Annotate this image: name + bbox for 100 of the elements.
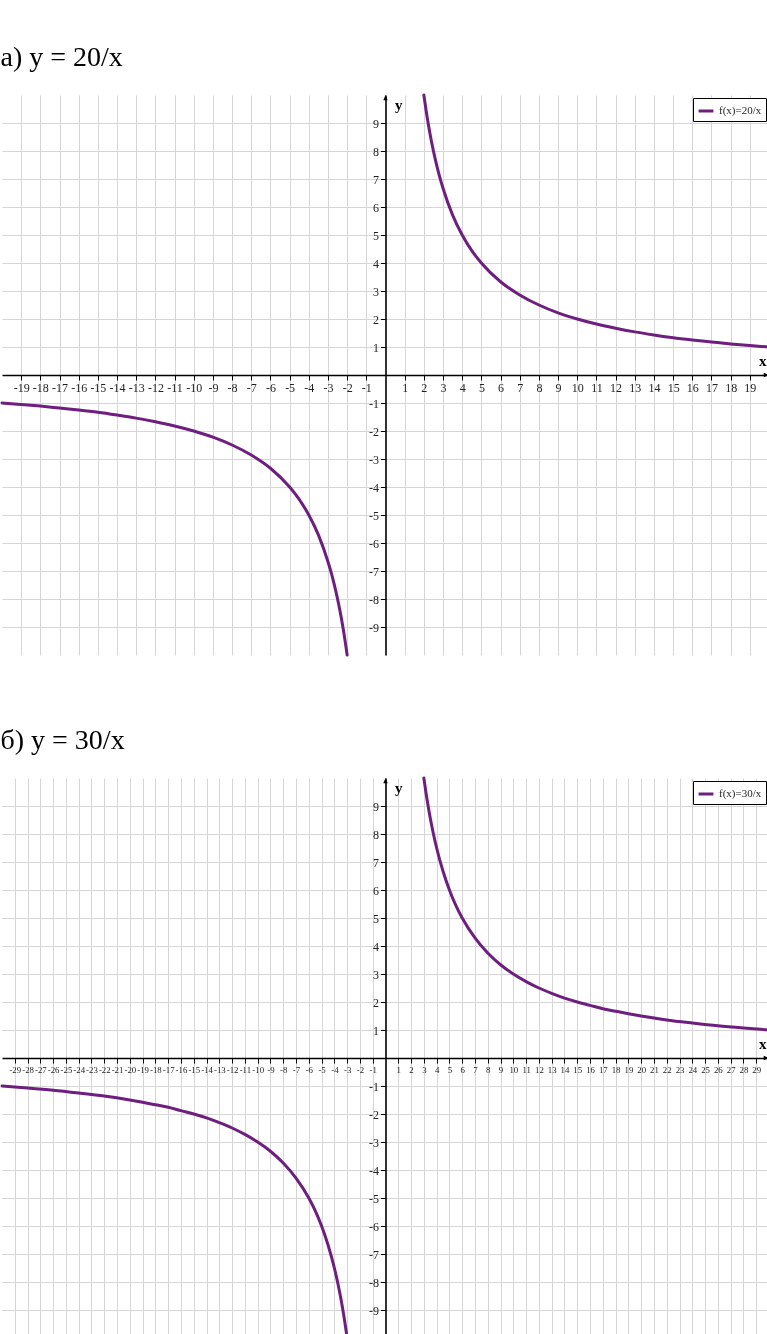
x-tick-label: 9	[498, 1064, 504, 1075]
x-tick-label: 4	[434, 1064, 440, 1075]
y-tick-label: 4	[373, 256, 379, 271]
x-tick-label: -17	[52, 380, 69, 395]
x-tick-label: 26	[713, 1064, 724, 1075]
x-tick-label: -11	[239, 1064, 252, 1075]
chart-title: а) y = 20/x	[0, 40, 123, 72]
y-tick-label: -9	[369, 620, 379, 635]
y-tick-label: 5	[373, 228, 379, 243]
x-tick-label: 24	[688, 1064, 698, 1075]
y-tick-label: 3	[373, 284, 379, 299]
x-tick-label: 2	[409, 1064, 414, 1075]
x-tick-label: 3	[440, 380, 447, 395]
legend-label: f(x)=20/x	[719, 104, 762, 117]
y-tick-label: 9	[373, 116, 379, 131]
x-axis-title: x	[759, 1035, 767, 1052]
y-tick-label: 5	[373, 911, 379, 926]
y-tick-label: -5	[369, 508, 379, 523]
x-tick-label: 19	[624, 1064, 634, 1075]
y-tick-label: -8	[369, 1275, 379, 1290]
x-tick-label: 8	[536, 380, 543, 395]
x-tick-label: 10	[509, 1064, 519, 1075]
x-tick-label: 11	[522, 1064, 531, 1075]
y-tick-label: 8	[373, 144, 379, 159]
y-axis-title: y	[395, 779, 403, 796]
x-tick-label: 17	[705, 380, 718, 395]
y-tick-label: -4	[369, 1163, 379, 1178]
x-tick-label: -14	[201, 1064, 214, 1075]
y-axis-title: y	[395, 96, 403, 113]
x-tick-label: -27	[34, 1064, 48, 1075]
x-tick-label: -16	[71, 380, 88, 395]
x-tick-label: -13	[128, 380, 145, 395]
x-tick-label: 1	[402, 380, 409, 395]
x-tick-label: -8	[280, 1064, 288, 1075]
x-tick-label: 18	[725, 380, 738, 395]
x-tick-label: 5	[478, 380, 485, 395]
x-tick-label: 16	[586, 1064, 596, 1075]
y-tick-label: -7	[369, 564, 379, 579]
x-tick-label: -19	[137, 1064, 150, 1075]
x-axis-title: x	[759, 352, 767, 369]
x-tick-label: -7	[246, 380, 257, 395]
y-tick-label: 1	[373, 1023, 379, 1038]
x-tick-label: 22	[662, 1064, 672, 1075]
y-tick-label: -4	[369, 480, 379, 495]
x-tick-label: -4	[304, 380, 315, 395]
x-tick-label: -28	[22, 1064, 35, 1075]
x-tick-label: -23	[86, 1064, 99, 1075]
x-tick-label: -15	[90, 380, 107, 395]
x-tick-label: -7	[292, 1064, 301, 1075]
y-tick-label: 7	[373, 172, 379, 187]
y-tick-label: -9	[369, 1303, 379, 1318]
x-tick-label: -26	[47, 1064, 61, 1075]
x-tick-label: 28	[739, 1064, 749, 1075]
y-tick-label: -5	[369, 1191, 379, 1206]
x-tick-label: 29	[752, 1064, 762, 1075]
x-tick-label: -29	[9, 1064, 22, 1075]
x-tick-label: -5	[318, 1064, 327, 1075]
y-tick-label: -6	[369, 536, 379, 551]
x-tick-label: -6	[305, 1064, 314, 1075]
x-tick-label: 14	[648, 380, 661, 395]
x-tick-label: -18	[150, 1064, 163, 1075]
x-tick-label: -16	[175, 1064, 188, 1075]
x-tick-label: 16	[686, 380, 699, 395]
x-tick-label: -2	[356, 1064, 365, 1075]
x-tick-label: 14	[560, 1064, 570, 1075]
x-tick-label: 27	[726, 1064, 737, 1075]
x-tick-label: 2	[421, 380, 428, 395]
x-tick-label: -5	[285, 380, 296, 395]
x-tick-label: 18	[611, 1064, 622, 1075]
y-tick-label: 1	[373, 340, 379, 355]
x-tick-label: 15	[573, 1064, 583, 1075]
x-tick-label: 13	[547, 1064, 558, 1075]
x-tick-label: -6	[265, 380, 276, 395]
x-tick-label: 6	[498, 380, 505, 395]
y-tick-label: 4	[373, 939, 379, 954]
x-tick-label: 9	[555, 380, 562, 395]
x-tick-label: 8	[486, 1064, 492, 1075]
x-tick-label: 7	[473, 1064, 479, 1075]
x-tick-label: -3	[343, 1064, 352, 1075]
x-tick-label: 13	[629, 380, 642, 395]
y-tick-label: 2	[373, 995, 379, 1010]
x-tick-label: -10	[186, 380, 203, 395]
y-tick-label: -1	[369, 1079, 379, 1094]
x-tick-label: -12	[147, 380, 164, 395]
x-tick-label: 21	[650, 1064, 659, 1075]
y-tick-label: -3	[369, 1135, 379, 1150]
x-tick-label: -3	[323, 380, 334, 395]
chart-title: б) y = 30/x	[0, 723, 125, 755]
x-tick-label: -9	[267, 1064, 276, 1075]
y-tick-label: -1	[369, 396, 379, 411]
x-tick-label: -24	[73, 1064, 86, 1075]
x-tick-label: 15	[667, 380, 680, 395]
y-tick-label: 9	[373, 799, 379, 814]
x-tick-label: 25	[701, 1064, 711, 1075]
x-tick-label: 4	[459, 380, 466, 395]
x-tick-label: 1	[396, 1064, 401, 1075]
x-tick-label: 6	[460, 1064, 466, 1075]
y-tick-label: -8	[369, 592, 379, 607]
y-tick-label: 2	[373, 312, 379, 327]
x-tick-label: -21	[111, 1064, 124, 1075]
